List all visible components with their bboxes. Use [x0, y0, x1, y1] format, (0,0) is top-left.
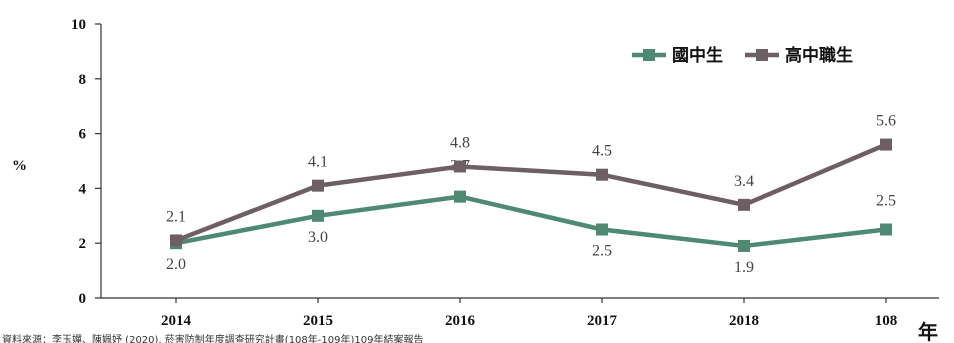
y-tick-group: 0 2 4 6 8 10 — [71, 17, 101, 307]
legend-marker — [756, 49, 768, 61]
data-label: 2.1 — [166, 208, 186, 225]
data-label: 5.6 — [876, 113, 896, 130]
data-point — [312, 179, 324, 192]
y-axis-label: % — [12, 158, 27, 174]
data-point — [738, 198, 750, 211]
x-tick-label: 2016 — [445, 313, 476, 329]
data-label: 4.5 — [592, 143, 612, 160]
legend-item: 高中職生 — [745, 45, 853, 66]
data-point — [596, 168, 608, 181]
data-label: 4.1 — [308, 154, 328, 171]
x-axis-label: 年 — [918, 320, 938, 343]
source-note: 資料來源：李玉嬋、陳姵妤 (2020). 菸害防制年度調查研究計畫(108年-1… — [2, 333, 423, 343]
y-tick-label: 8 — [79, 72, 87, 88]
series-line — [175, 142, 887, 243]
legend-marker — [643, 49, 655, 61]
x-tick-label: 2015 — [303, 313, 333, 329]
data-point — [454, 190, 466, 203]
data-label: 2.0 — [166, 256, 186, 273]
data-label: 3.0 — [308, 229, 328, 246]
data-point — [880, 223, 892, 236]
data-label: 2.5 — [592, 243, 612, 260]
data-label: 3.4 — [734, 173, 754, 190]
data-point — [454, 160, 466, 173]
data-label: 4.8 — [450, 134, 470, 151]
data-point — [312, 209, 324, 222]
y-tick-label: 4 — [79, 181, 87, 197]
y-tick-label: 0 — [79, 291, 87, 307]
data-point — [170, 234, 182, 247]
x-tick-group: 2014 2015 2016 2017 2018 108 — [161, 298, 897, 329]
data-point — [738, 239, 750, 252]
y-tick-label: 10 — [71, 17, 86, 33]
data-label: 1.9 — [734, 259, 754, 276]
x-tick-label: 108 — [875, 313, 898, 329]
y-tick-label: 6 — [79, 127, 87, 143]
x-tick-label: 2018 — [729, 313, 759, 329]
data-point — [880, 138, 892, 151]
x-tick-label: 2014 — [161, 313, 192, 329]
series-1: 2.03.03.72.51.92.5 — [166, 158, 896, 276]
legend-item: 國中生 — [632, 45, 723, 66]
legend-label: 國中生 — [672, 45, 723, 66]
series-group: 2.03.03.72.51.92.52.14.14.84.53.45.6 — [166, 113, 896, 276]
series-line — [175, 194, 887, 249]
series-2: 2.1 4.1 4.8 4.5 3.4 5.6 — [166, 113, 896, 247]
data-label: 2.5 — [876, 193, 896, 210]
legend: 國中生 高中職生 — [632, 45, 853, 66]
axes — [100, 24, 939, 299]
y-tick-label: 2 — [79, 236, 87, 252]
data-point — [596, 223, 608, 236]
legend-label: 高中職生 — [785, 45, 853, 66]
x-tick-label: 2017 — [587, 313, 618, 329]
